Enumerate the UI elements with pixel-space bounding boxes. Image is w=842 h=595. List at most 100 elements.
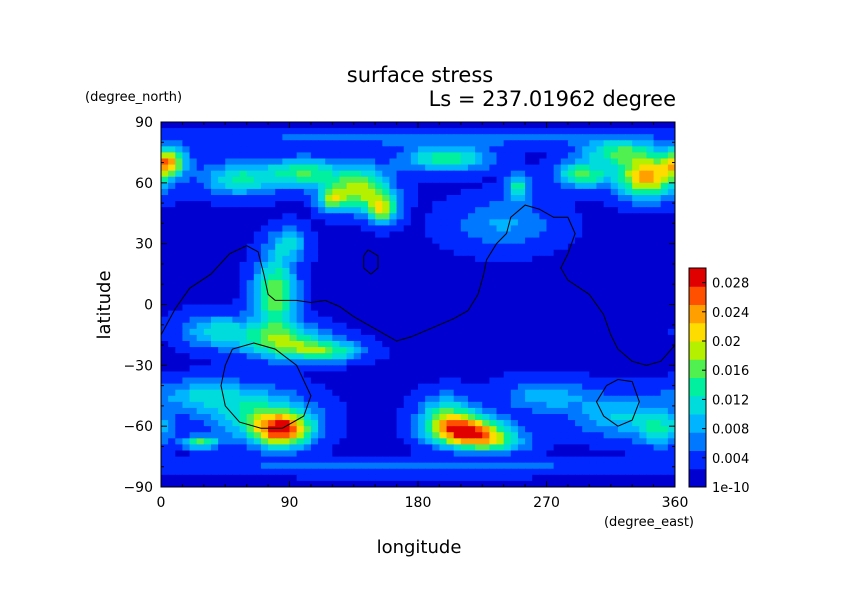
heatmap-cell <box>260 347 269 354</box>
heatmap-cell <box>467 134 476 141</box>
heatmap-cell <box>632 420 640 427</box>
heatmap-cell <box>582 298 590 306</box>
heatmap-cell <box>425 237 433 245</box>
heatmap-cell <box>496 237 505 245</box>
heatmap-cell <box>517 474 526 482</box>
colorbar-swatch <box>689 304 706 324</box>
heatmap-cell <box>489 432 498 439</box>
heatmap-cell <box>360 365 369 373</box>
x-tick-label: 180 <box>405 495 432 511</box>
heatmap-cell <box>546 128 555 135</box>
heatmap-cell <box>532 292 540 300</box>
heatmap-cell <box>503 182 512 190</box>
heatmap-cell <box>218 328 226 336</box>
heatmap-cell <box>168 152 176 160</box>
heatmap-cell <box>410 146 419 154</box>
heatmap-cell <box>375 383 383 391</box>
heatmap-cell <box>467 347 476 354</box>
heatmap-cell <box>610 207 619 214</box>
heatmap-cell <box>210 164 219 172</box>
heatmap-cell <box>567 444 576 452</box>
heatmap-cell <box>296 395 305 403</box>
heatmap-cell <box>310 316 319 324</box>
heatmap-cell <box>182 122 191 129</box>
heatmap-cell <box>475 383 483 391</box>
heatmap-cell <box>168 414 176 421</box>
heatmap-cell <box>525 377 533 385</box>
heatmap-cell <box>260 359 269 366</box>
heatmap-cell <box>382 164 391 172</box>
heatmap-cell <box>218 213 226 220</box>
heatmap-cell <box>161 237 169 245</box>
heatmap-cell <box>318 359 326 366</box>
heatmap-cell <box>403 286 412 293</box>
heatmap-cell <box>660 334 669 342</box>
heatmap-cell <box>517 292 526 300</box>
heatmap-cell <box>239 444 248 452</box>
heatmap-cell <box>196 395 205 403</box>
heatmap <box>161 122 675 487</box>
heatmap-cell <box>289 219 298 227</box>
heatmap-cell <box>410 468 419 476</box>
heatmap-cell <box>553 274 562 281</box>
heatmap-cell <box>517 195 526 202</box>
heatmap-cell <box>460 195 469 202</box>
heatmap-cell <box>303 322 312 330</box>
heatmap-cell <box>539 328 548 336</box>
heatmap-cell <box>175 414 184 421</box>
heatmap-cell <box>410 280 419 287</box>
heatmap-cell <box>260 468 269 476</box>
heatmap-cell <box>667 158 675 166</box>
heatmap-cell <box>439 377 448 385</box>
heatmap-cell <box>210 334 219 342</box>
heatmap-cell <box>268 444 276 452</box>
heatmap-cell <box>660 438 669 446</box>
heatmap-cell <box>203 152 212 160</box>
heatmap-cell <box>653 201 662 208</box>
heatmap-cell <box>239 322 248 330</box>
heatmap-cell <box>532 334 540 342</box>
heatmap-cell <box>196 231 205 239</box>
heatmap-cell <box>360 292 369 300</box>
heatmap-cell <box>375 274 383 281</box>
heatmap-cell <box>225 243 233 251</box>
heatmap-cell <box>539 377 548 385</box>
heatmap-cell <box>482 456 490 464</box>
heatmap-cell <box>482 207 490 214</box>
heatmap-cell <box>325 195 333 202</box>
heatmap-cell <box>482 237 490 245</box>
heatmap-cell <box>368 158 376 166</box>
heatmap-cell <box>161 304 169 312</box>
heatmap-cell <box>289 468 298 476</box>
heatmap-cell <box>639 334 648 342</box>
heatmap-cell <box>603 219 612 227</box>
heatmap-cell <box>225 347 233 354</box>
heatmap-cell <box>596 231 605 239</box>
heatmap-cell <box>632 334 640 342</box>
heatmap-cell <box>232 450 241 458</box>
heatmap-cell <box>203 401 212 409</box>
heatmap-cell <box>610 237 619 245</box>
heatmap-cell <box>260 152 269 160</box>
heatmap-cell <box>496 261 505 269</box>
heatmap-cell <box>667 426 675 433</box>
heatmap-cell <box>282 213 291 220</box>
heatmap-cell <box>239 359 248 366</box>
heatmap-cell <box>646 322 655 330</box>
heatmap-cell <box>418 341 426 348</box>
heatmap-cell <box>318 243 326 251</box>
heatmap-cell <box>232 444 241 452</box>
heatmap-cell <box>617 207 626 214</box>
heatmap-cell <box>632 292 640 300</box>
heatmap-cell <box>289 316 298 324</box>
heatmap-cell <box>425 134 433 141</box>
heatmap-cell <box>382 128 391 135</box>
heatmap-cell <box>496 444 505 452</box>
heatmap-cell <box>575 383 583 391</box>
heatmap-cell <box>418 231 426 239</box>
heatmap-cell <box>489 322 498 330</box>
heatmap-cell <box>603 353 612 360</box>
heatmap-cell <box>446 334 455 342</box>
heatmap-cell <box>260 225 269 233</box>
heatmap-cell <box>503 146 512 154</box>
